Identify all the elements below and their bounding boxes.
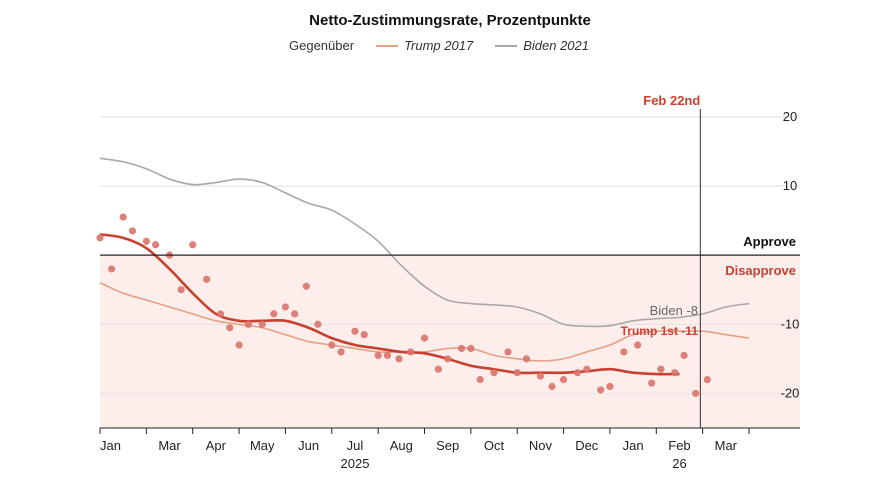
x-tick-label: Jun <box>298 438 319 453</box>
legend-item-trump-2017: Trump 2017 <box>376 38 473 53</box>
poll-point <box>680 351 688 359</box>
legend-swatch-trump-2017 <box>376 44 399 47</box>
x-tick-label: Sep <box>436 438 459 453</box>
poll-point <box>444 355 452 363</box>
poll-point <box>597 386 605 394</box>
poll-point <box>270 310 278 318</box>
poll-point <box>671 369 679 377</box>
poll-point <box>692 389 700 398</box>
poll-point <box>244 320 252 328</box>
poll-point <box>648 379 656 387</box>
poll-point <box>383 351 392 359</box>
series-line-biden-2021 <box>99 157 750 328</box>
x-tick-label: Nov <box>529 438 553 453</box>
poll-point <box>337 348 345 356</box>
x-tick-label: Jan <box>623 438 644 453</box>
poll-point <box>434 365 443 373</box>
x-tick-label: May <box>250 438 275 453</box>
poll-point <box>467 344 475 353</box>
poll-point <box>281 303 290 311</box>
year-label: 2025 <box>341 456 370 471</box>
poll-point <box>128 227 137 235</box>
y-tick-label: -20 <box>781 385 800 400</box>
poll-point <box>457 344 466 353</box>
poll-point <box>152 241 160 249</box>
legend-lead: Gegenüber <box>289 38 355 53</box>
legend-swatch-biden-2021 <box>495 44 518 47</box>
chart-legend: Gegenüber Trump 2017 Biden 2021 <box>0 38 887 53</box>
poll-point <box>657 365 665 373</box>
poll-point <box>291 310 299 318</box>
poll-point <box>573 369 582 377</box>
poll-point <box>360 331 368 339</box>
poll-point <box>258 320 266 328</box>
poll-point <box>119 213 127 221</box>
poll-point <box>107 265 116 273</box>
poll-point <box>142 237 150 245</box>
y-tick-label: 20 <box>783 109 797 124</box>
poll-point <box>189 241 197 249</box>
poll-point <box>226 324 234 332</box>
poll-point <box>374 351 382 359</box>
x-tick-label: Mar <box>158 438 181 453</box>
poll-point <box>490 369 498 377</box>
x-tick-label: Oct <box>484 438 505 453</box>
poll-point <box>328 341 336 349</box>
biden-end-label: Biden -8 <box>650 303 698 318</box>
poll-point <box>548 382 556 391</box>
poll-point <box>620 348 628 356</box>
disapprove-zone-label: Disapprove <box>725 263 796 278</box>
legend-label-biden-2021: Biden 2021 <box>523 38 589 53</box>
poll-point <box>216 310 225 318</box>
legend-item-biden-2021: Biden 2021 <box>495 38 589 53</box>
chart-title: Netto-Zustimmungsrate, Prozentpunkte <box>309 12 591 29</box>
poll-point <box>177 286 185 294</box>
x-tick-label: Aug <box>390 438 413 453</box>
poll-point <box>536 372 544 380</box>
poll-point <box>314 320 322 328</box>
poll-point <box>395 355 403 363</box>
poll-point <box>406 348 415 356</box>
today-marker-label: Feb 22nd <box>643 93 700 108</box>
y-tick-label: 10 <box>783 178 797 193</box>
poll-point <box>606 382 614 391</box>
poll-point <box>302 282 310 290</box>
poll-point <box>703 375 711 384</box>
poll-point <box>634 341 642 349</box>
disapprove-zone <box>100 255 800 428</box>
x-tick-label: Jul <box>347 438 364 453</box>
approve-zone-label: Approve <box>743 234 796 249</box>
poll-point <box>522 355 531 363</box>
x-tick-label: Dec <box>575 438 599 453</box>
poll-point <box>96 234 104 242</box>
y-tick-label: -10 <box>781 316 800 331</box>
poll-point <box>235 341 243 349</box>
poll-point <box>420 334 429 342</box>
legend-label-trump-2017: Trump 2017 <box>404 38 474 53</box>
x-tick-label: Mar <box>715 438 738 453</box>
x-tick-label: Jan <box>100 438 121 453</box>
year-label: 26 <box>672 456 686 471</box>
poll-point <box>583 365 591 373</box>
poll-point <box>513 369 521 377</box>
poll-point <box>351 327 359 335</box>
x-tick-label: Apr <box>206 438 227 453</box>
trump-end-label: Trump 1st -11 <box>621 324 699 338</box>
x-tick-label: Feb <box>668 438 690 453</box>
poll-point <box>476 375 484 384</box>
poll-point <box>559 375 568 384</box>
series-line-trump-2017 <box>99 282 750 362</box>
poll-point <box>203 275 211 283</box>
poll-point <box>504 348 512 356</box>
